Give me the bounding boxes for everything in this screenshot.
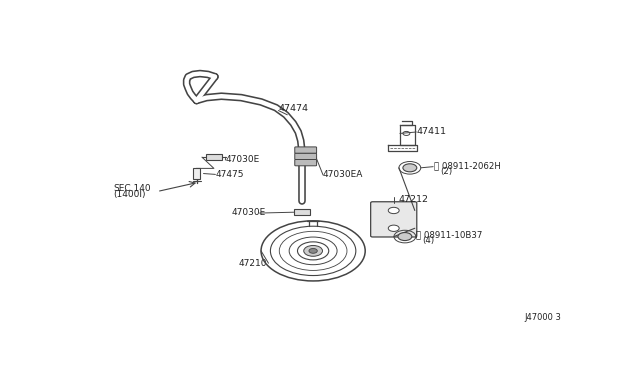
Circle shape <box>309 248 317 253</box>
Text: J47000 3: J47000 3 <box>524 314 561 323</box>
Text: (2): (2) <box>440 167 452 176</box>
Circle shape <box>388 225 399 231</box>
FancyBboxPatch shape <box>193 169 200 179</box>
Text: (1400I): (1400I) <box>114 190 146 199</box>
Text: 47212: 47212 <box>399 195 428 204</box>
FancyBboxPatch shape <box>294 209 310 215</box>
Circle shape <box>403 164 417 172</box>
Text: 47475: 47475 <box>216 170 244 179</box>
FancyBboxPatch shape <box>206 154 222 160</box>
FancyBboxPatch shape <box>295 153 317 160</box>
Text: 47474: 47474 <box>278 104 308 113</box>
Text: 47210: 47210 <box>239 259 268 268</box>
FancyBboxPatch shape <box>295 147 317 153</box>
Text: SEC.140: SEC.140 <box>114 184 151 193</box>
Text: 47030E: 47030E <box>226 155 260 164</box>
FancyBboxPatch shape <box>371 202 417 237</box>
Text: Ⓝ 08911-10B37: Ⓝ 08911-10B37 <box>416 231 483 240</box>
Text: 47411: 47411 <box>417 127 447 136</box>
Text: 47030E: 47030E <box>231 208 266 217</box>
Text: 47030EA: 47030EA <box>323 170 364 179</box>
Circle shape <box>398 232 412 241</box>
Text: (4): (4) <box>422 236 435 246</box>
Text: Ⓝ 08911-2062H: Ⓝ 08911-2062H <box>434 161 501 171</box>
Circle shape <box>304 246 323 256</box>
FancyBboxPatch shape <box>295 160 317 166</box>
Circle shape <box>388 207 399 214</box>
